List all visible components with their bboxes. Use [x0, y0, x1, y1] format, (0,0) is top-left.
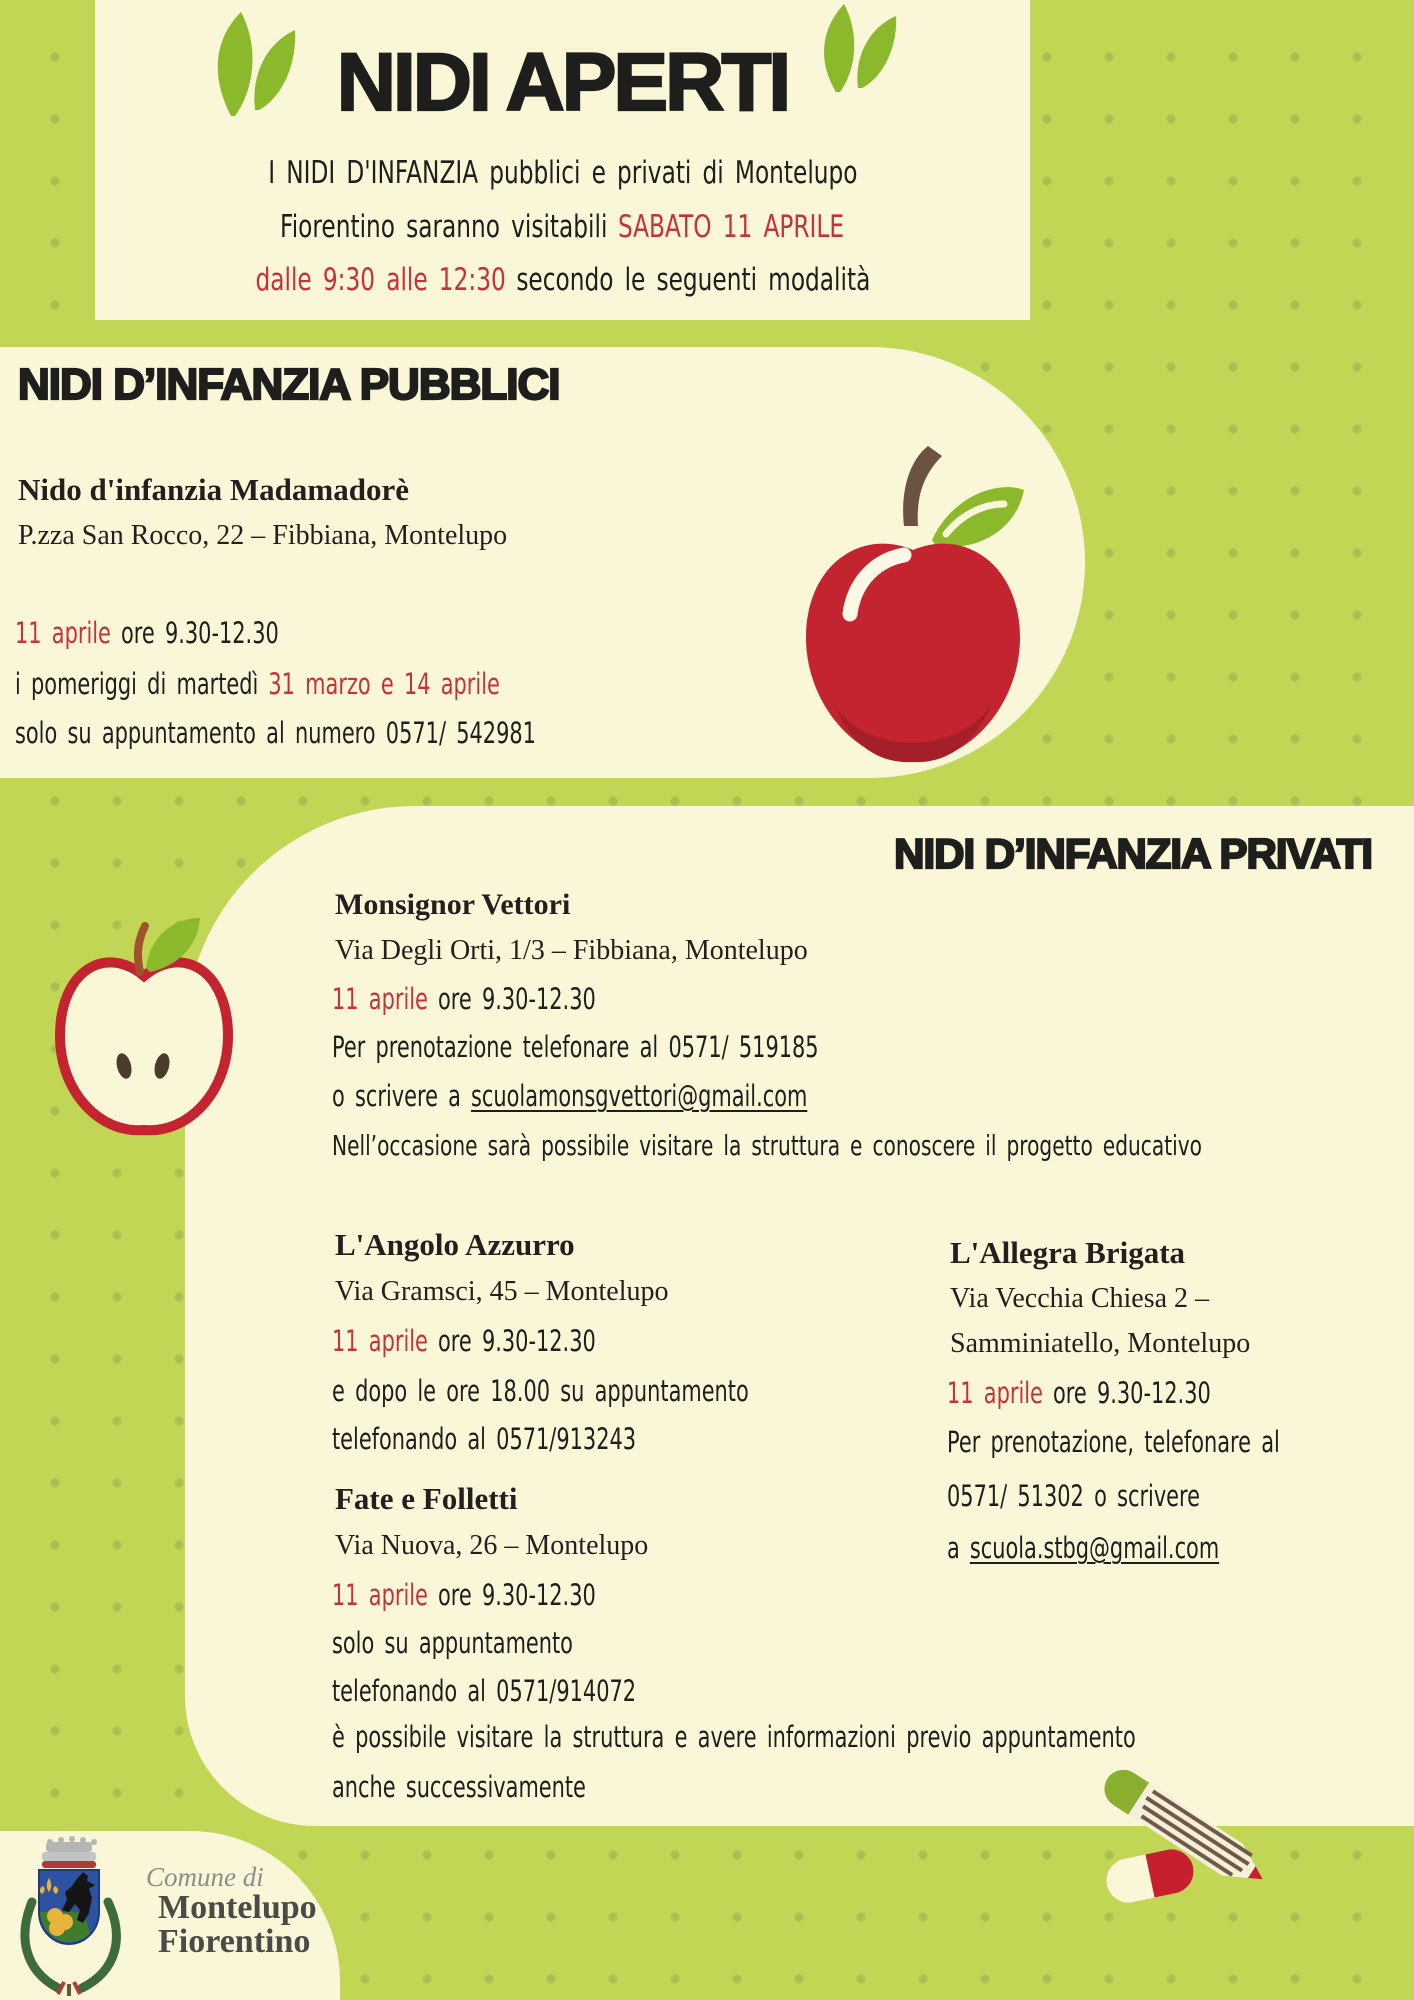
nursery-address-line-1: Via Vecchia Chiesa 2 – — [950, 1283, 1210, 1314]
nursery-name: L'Allegra Brigata — [950, 1235, 1186, 1270]
nursery-name: Monsignor Vettori — [335, 888, 571, 921]
vettori-email: scuolamonsgvettori@gmail.com — [471, 1079, 808, 1113]
private-heading: NIDI D’INFANZIA PRIVATI — [893, 829, 1374, 878]
vettori-email-line: o scrivere a scuolamonsgvettori@gmail.com — [332, 1079, 808, 1113]
allegra-email-line: a scuola.stbg@gmail.com — [947, 1531, 1220, 1565]
nursery-address: Via Gramsci, 45 – Montelupo — [335, 1276, 669, 1307]
madamadore-afternoons-line: i pomeriggi di martedì 31 marzo e 14 apri… — [15, 667, 500, 701]
nursery-name: L'Angolo Azzurro — [335, 1227, 575, 1262]
logo-comune-di: Comune di — [146, 1862, 264, 1892]
leaves-left-icon — [217, 12, 296, 116]
intro-line-3: dalle 9:30 alle 12:30 secondo le seguenti… — [255, 262, 870, 298]
montelupo-crest-icon — [20, 1836, 121, 1996]
fate-date-line: 11 aprile ore 9.30-12.30 — [332, 1578, 596, 1612]
apple-half-icon — [54, 918, 234, 1136]
vettori-phone-line: Per prenotazione telefonare al 0571/ 519… — [332, 1030, 819, 1064]
fate-info-line-2: telefonando al 0571/914072 — [332, 1674, 637, 1708]
nursery-address-line-2: Samminiatello, Montelupo — [950, 1328, 1251, 1359]
allegra-email: scuola.stbg@gmail.com — [969, 1531, 1220, 1565]
poster-title: NIDI APERTI — [336, 36, 793, 129]
allegra-info-line-2: 0571/ 51302 o scrivere — [947, 1479, 1201, 1513]
private-footer-note-2: anche successivamente — [332, 1770, 586, 1804]
angolo-date-line: 11 aprile ore 9.30-12.30 — [332, 1324, 596, 1358]
logo-town-line-2: Fiorentino — [158, 1923, 311, 1960]
nursery-name: Fate e Folletti — [335, 1481, 518, 1516]
pencil-icon — [1104, 1769, 1263, 1903]
fate-info-line-1: solo su appuntamento — [332, 1626, 573, 1660]
nursery-address: Via Nuova, 26 – Montelupo — [335, 1530, 649, 1561]
nursery-address: Via Degli Orti, 1/3 – Fibbiana, Montelup… — [335, 935, 808, 966]
madamadore-date-line: 11 aprile ore 9.30-12.30 — [15, 616, 279, 650]
logo-town-line-1: Montelupo — [158, 1889, 317, 1926]
leaves-right-icon — [824, 4, 897, 92]
capsule-icon — [1106, 1849, 1194, 1903]
private-footer-note-1: è possibile visitare la struttura e aver… — [332, 1720, 1136, 1754]
public-heading: NIDI D’INFANZIA PUBBLICI — [17, 359, 562, 410]
madamadore-booking-line: solo su appuntamento al numero 0571/ 542… — [15, 716, 536, 750]
allegra-info-line-1: Per prenotazione, telefonare al — [947, 1425, 1280, 1459]
intro-line-2: Fiorentino saranno visitabili SABATO 11 A… — [280, 209, 845, 245]
angolo-info-line-1: e dopo le ore 18.00 su appuntamento — [332, 1374, 749, 1408]
allegra-date-line: 11 aprile ore 9.30-12.30 — [947, 1376, 1211, 1410]
private-section-panel — [185, 806, 1414, 1826]
angolo-info-line-2: telefonando al 0571/913243 — [332, 1422, 637, 1456]
vettori-date-line: 11 aprile ore 9.30-12.30 — [332, 982, 596, 1016]
red-apple-icon — [806, 446, 1024, 763]
intro-line-1: I NIDI D'INFANZIA pubblici e privati di … — [267, 155, 858, 191]
nursery-name: Nido d'infanzia Madamadorè — [18, 472, 409, 507]
vettori-note-line: Nell’occasione sarà possibile visitare l… — [332, 1129, 1202, 1162]
nursery-address: P.zza San Rocco, 22 – Fibbiana, Montelup… — [18, 520, 508, 551]
